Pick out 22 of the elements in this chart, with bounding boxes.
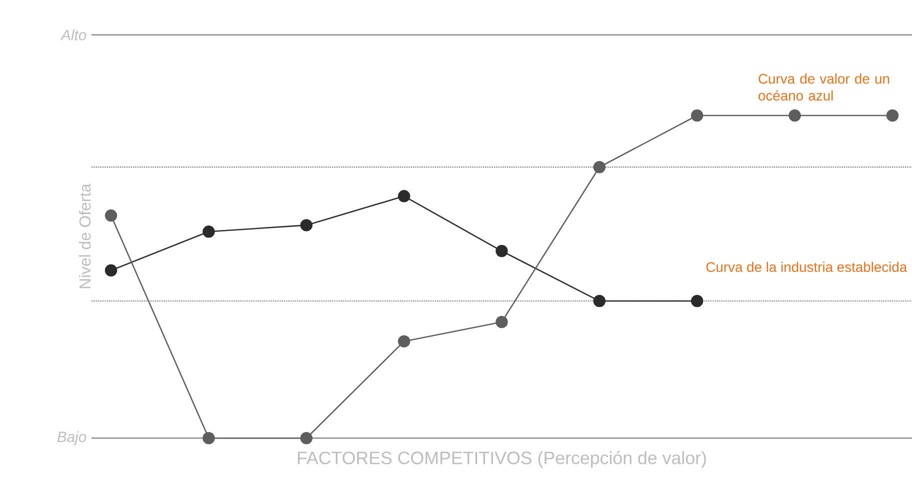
- ref-line-label: Alto: [60, 29, 86, 40]
- point: [496, 244, 508, 258]
- ref-line-label: Bajo: [57, 431, 86, 446]
- point: [690, 109, 704, 122]
- point: [300, 432, 313, 444]
- point: [593, 161, 606, 174]
- point: [104, 209, 118, 222]
- point: [398, 335, 410, 348]
- point: [300, 219, 313, 232]
- x-axis-title: FACTORES COMPETITIVOS (Percepción de valor): [298, 450, 706, 468]
- point: [202, 226, 215, 238]
- point: [398, 190, 410, 202]
- point: [496, 316, 508, 328]
- series-label: Curva de valor de un océano azul: [758, 74, 890, 101]
- y-axis-title: Nivel de Oferta: [78, 184, 91, 288]
- point: [202, 432, 215, 444]
- point: [788, 109, 801, 122]
- series-label: Curva de la industria establecida: [706, 262, 908, 272]
- point: [690, 294, 704, 308]
- point: [886, 109, 899, 122]
- point: [104, 264, 118, 277]
- point: [593, 294, 606, 308]
